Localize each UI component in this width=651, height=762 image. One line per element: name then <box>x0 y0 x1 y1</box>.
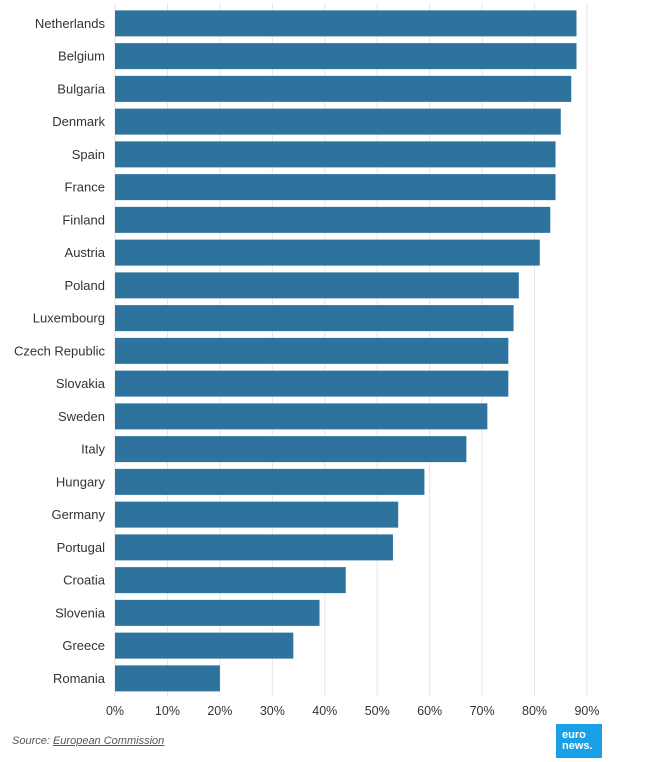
category-label: Czech Republic <box>14 343 106 358</box>
bar-italy <box>115 436 467 463</box>
category-label: Belgium <box>58 49 105 64</box>
x-tick-label: 60% <box>417 704 442 718</box>
category-label: Denmark <box>52 114 105 129</box>
bar-chart: Netherlands Belgium Bulgaria Denmark Spain Fr… <box>14 3 600 718</box>
category-label: France <box>65 180 105 195</box>
category-label: Croatia <box>63 573 106 588</box>
logo-line2: news. <box>562 740 593 752</box>
category-label: Spain <box>72 147 105 162</box>
bar-luxembourg <box>115 305 514 332</box>
bar-france <box>115 174 556 201</box>
source-note: Source: European Commission <box>12 735 164 747</box>
x-tick-label: 10% <box>155 704 180 718</box>
category-label: Sweden <box>58 409 105 424</box>
bar-portugal <box>115 534 393 561</box>
category-label: Poland <box>65 278 105 293</box>
bar-bulgaria <box>115 75 572 102</box>
bar-greece <box>115 632 294 659</box>
bar-finland <box>115 206 551 233</box>
category-label: Luxembourg <box>33 311 105 326</box>
x-tick-label: 50% <box>365 704 390 718</box>
x-tick-label: 80% <box>522 704 547 718</box>
category-label: Hungary <box>56 474 106 489</box>
bar-spain <box>115 141 556 168</box>
x-tick-label: 20% <box>207 704 232 718</box>
bar-czech-republic <box>115 337 509 364</box>
bar-slovenia <box>115 599 320 626</box>
category-label: Romania <box>53 671 106 686</box>
bar-austria <box>115 239 540 266</box>
category-label: Greece <box>62 638 105 653</box>
x-tick-label: 0% <box>106 704 124 718</box>
bar-romania <box>115 665 220 692</box>
bar-denmark <box>115 108 561 135</box>
x-tick-label: 70% <box>470 704 495 718</box>
bar-germany <box>115 501 399 528</box>
category-label: Slovenia <box>55 605 106 620</box>
category-label: Bulgaria <box>57 81 105 96</box>
category-label: Germany <box>52 507 106 522</box>
category-label: Slovakia <box>56 376 106 391</box>
logo-line1: euro <box>562 729 586 741</box>
bar-poland <box>115 272 519 299</box>
bar-hungary <box>115 468 425 495</box>
x-tick-label: 40% <box>312 704 337 718</box>
category-label: Finland <box>62 212 105 227</box>
bar-slovakia <box>115 370 509 397</box>
x-tick-label: 90% <box>574 704 599 718</box>
category-label: Austria <box>65 245 106 260</box>
source-link[interactable]: European Commission <box>52 735 165 747</box>
bar-netherlands <box>115 10 577 37</box>
x-tick-label: 30% <box>260 704 285 718</box>
euronews-logo: euro news. <box>556 724 602 758</box>
bar-sweden <box>115 403 488 430</box>
source-prefix: Source: <box>12 735 53 747</box>
category-label: Netherlands <box>35 16 106 31</box>
bar-belgium <box>115 43 577 70</box>
category-label: Portugal <box>57 540 106 555</box>
category-label: Italy <box>81 442 105 457</box>
bar-croatia <box>115 567 346 594</box>
